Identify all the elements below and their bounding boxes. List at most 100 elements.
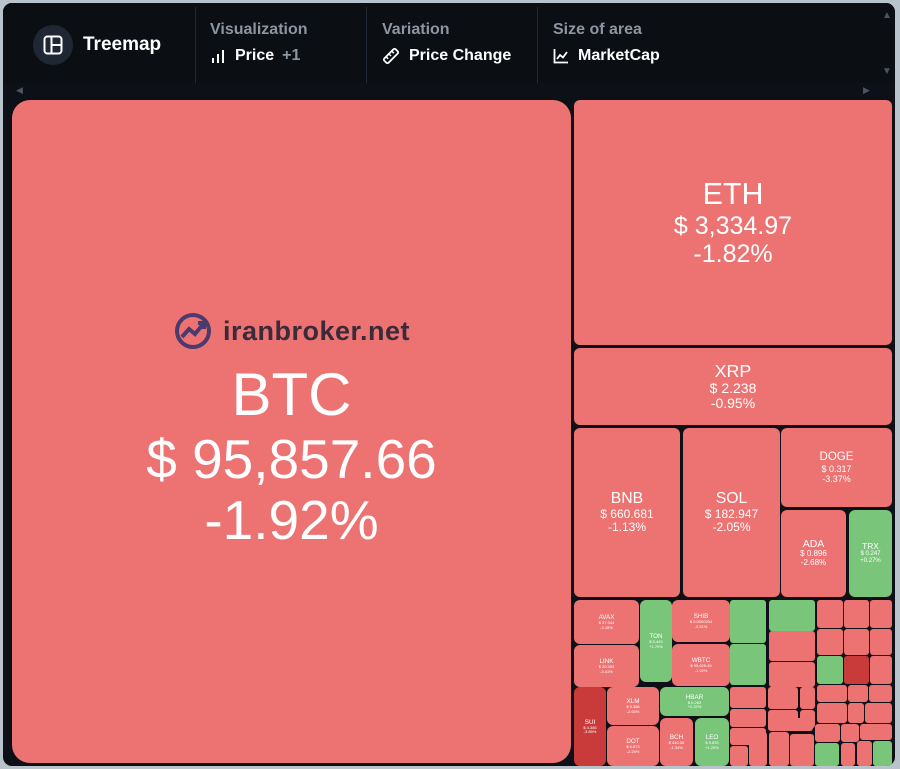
treemap-tile-xlm[interactable]: XLM $ 0.386 -2.63%	[607, 687, 659, 725]
tile-change: -0.95%	[710, 395, 756, 412]
treemap-tile[interactable]	[815, 724, 840, 742]
treemap-tile[interactable]	[817, 656, 843, 684]
tile-price: $ 0.317	[821, 463, 852, 474]
treemap-tile[interactable]	[730, 644, 766, 685]
treemap-tile[interactable]	[817, 703, 847, 723]
tile-price: $ 0.896	[800, 549, 827, 559]
tile-price: $ 95,857.66	[146, 427, 437, 490]
tile-change: +1.25%	[705, 744, 719, 750]
tile-change: -1.13%	[607, 520, 647, 535]
treemap-tile[interactable]	[730, 600, 766, 643]
treemap-tile[interactable]	[870, 629, 892, 655]
treemap-tile[interactable]	[844, 629, 869, 655]
treemap-tile[interactable]	[865, 703, 892, 723]
treemap-tile-hbar[interactable]: HBAR $ 0.283 +2.22%	[660, 687, 729, 716]
treemap-tile-trx[interactable]: TRX $ 0.247 +0.27%	[849, 510, 892, 597]
tile-price: $ 0.283	[687, 699, 702, 705]
treemap-tile[interactable]	[769, 662, 815, 687]
area-chart-icon	[553, 49, 568, 64]
treemap-tile-leo[interactable]: LEO $ 9.833 +1.25%	[695, 718, 729, 766]
visualization-label: Visualization	[210, 21, 308, 38]
scroll-left-arrow[interactable]: ◀	[16, 85, 23, 95]
tile-change: -1.34%	[670, 744, 683, 750]
treemap-tile[interactable]	[841, 743, 855, 766]
scroll-right-arrow[interactable]: ▶	[863, 85, 870, 95]
treemap-tile-link[interactable]: LINK $ 20.083 -3.41%	[574, 645, 639, 687]
treemap-tile-xrp[interactable]: XRP $ 2.238 -0.95%	[574, 348, 892, 425]
treemap-tile[interactable]	[844, 600, 869, 628]
treemap-tile[interactable]	[848, 703, 864, 723]
tile-symbol: SOL	[715, 490, 748, 508]
treemap-tile[interactable]	[870, 656, 892, 684]
treemap-selector[interactable]: Treemap	[33, 25, 161, 65]
treemap-tile[interactable]	[749, 732, 767, 766]
tile-change: +2.22%	[687, 704, 702, 710]
tile-change: -1.92%	[694, 667, 708, 673]
treemap-tile-bnb[interactable]: BNB $ 660.681 -1.13%	[574, 428, 680, 597]
treemap-tile[interactable]	[768, 687, 798, 709]
tile-price: $ 440.00	[668, 740, 685, 746]
tile-price: $ 5.443	[649, 639, 663, 645]
tile-symbol: LEO	[705, 734, 719, 741]
visualization-control[interactable]: Visualization Price +1	[210, 21, 308, 65]
treemap-tile[interactable]	[730, 709, 766, 727]
tile-price: $ 4.385	[583, 724, 597, 730]
bar-chart-icon	[212, 50, 224, 63]
treemap-tile[interactable]	[817, 600, 843, 628]
tile-change: -2.25%	[626, 748, 640, 754]
size-of-area-value: MarketCap	[578, 47, 660, 64]
scroll-up-arrow[interactable]: ▲	[882, 10, 892, 21]
toolbar: Treemap Visualization Price +1 Variation	[3, 3, 895, 83]
horizontal-scrollbar[interactable]: ◀ ▶	[3, 83, 895, 97]
size-of-area-label: Size of area	[553, 21, 642, 38]
treemap-tile-shib[interactable]: SHIB $ 0.0000204 -2.51%	[672, 600, 730, 642]
treemap-tile[interactable]	[817, 629, 843, 655]
treemap-tile[interactable]	[769, 732, 789, 766]
tile-symbol: WBTC	[691, 657, 711, 664]
treemap-tile-eth[interactable]: ETH $ 3,334.97 -1.82%	[574, 100, 892, 345]
treemap-tile[interactable]	[730, 746, 748, 766]
treemap-tile[interactable]	[848, 685, 868, 702]
tile-symbol: TRX	[862, 541, 879, 552]
treemap-tile-avax[interactable]: AVAX $ 37.344 -3.18%	[574, 600, 639, 644]
tile-change: -1.92%	[204, 489, 379, 552]
treemap-tile-ada[interactable]: ADA $ 0.896 -2.68%	[781, 510, 846, 597]
treemap-tile[interactable]	[769, 631, 815, 661]
ruler-icon	[382, 47, 400, 65]
treemap-tile[interactable]	[730, 687, 766, 708]
tile-symbol: ETH	[702, 177, 764, 212]
tile-symbol: ADA	[802, 537, 825, 550]
tile-price: $ 3,334.97	[673, 211, 793, 240]
size-of-area-control[interactable]: Size of area MarketCap	[553, 21, 660, 65]
treemap-tile[interactable]	[841, 724, 859, 742]
treemap-tile[interactable]	[769, 600, 815, 631]
treemap-tile[interactable]	[790, 734, 814, 766]
tile-price: $ 9.833	[705, 740, 719, 746]
tile-symbol: LINK	[599, 658, 614, 665]
tile-price: $ 0.247	[860, 551, 881, 558]
tile-symbol: DOT	[626, 738, 640, 745]
treemap-tile-bch[interactable]: BCH $ 440.00 -1.34%	[660, 718, 693, 766]
treemap-tile[interactable]	[768, 718, 813, 731]
treemap-tile-dot[interactable]: DOT $ 6.873 -2.25%	[607, 726, 659, 766]
variation-control[interactable]: Variation Price Change	[382, 21, 511, 65]
treemap-tile-ton[interactable]: TON $ 5.443 +1.70%	[640, 600, 672, 682]
treemap-tile-wbtc[interactable]: WBTC $ 95,625.45 -1.92%	[672, 644, 730, 686]
tile-price: $ 182.947	[704, 506, 759, 521]
treemap-tile-doge[interactable]: DOGE $ 0.317 -3.37%	[781, 428, 892, 507]
treemap-tile[interactable]	[800, 687, 815, 709]
treemap-tile[interactable]	[844, 656, 869, 684]
treemap-tile[interactable]	[817, 685, 847, 702]
treemap-tile[interactable]	[870, 600, 892, 628]
treemap-tile-btc[interactable]: iranbroker.net BTC $ 95,857.66 -1.92%	[12, 100, 571, 763]
treemap-tile[interactable]	[860, 724, 892, 740]
tile-change: -3.85%	[583, 729, 597, 735]
treemap-tile[interactable]	[869, 685, 892, 702]
treemap-tile-sol[interactable]: SOL $ 182.947 -2.05%	[683, 428, 780, 597]
treemap-tile-sui[interactable]: SUI $ 4.385 -3.85%	[574, 687, 606, 766]
treemap-tile[interactable]	[857, 741, 872, 766]
scroll-down-arrow[interactable]: ▼	[882, 66, 892, 77]
tile-change: -2.63%	[626, 708, 640, 714]
treemap-tile[interactable]	[873, 741, 892, 766]
treemap-tile[interactable]	[815, 743, 839, 766]
